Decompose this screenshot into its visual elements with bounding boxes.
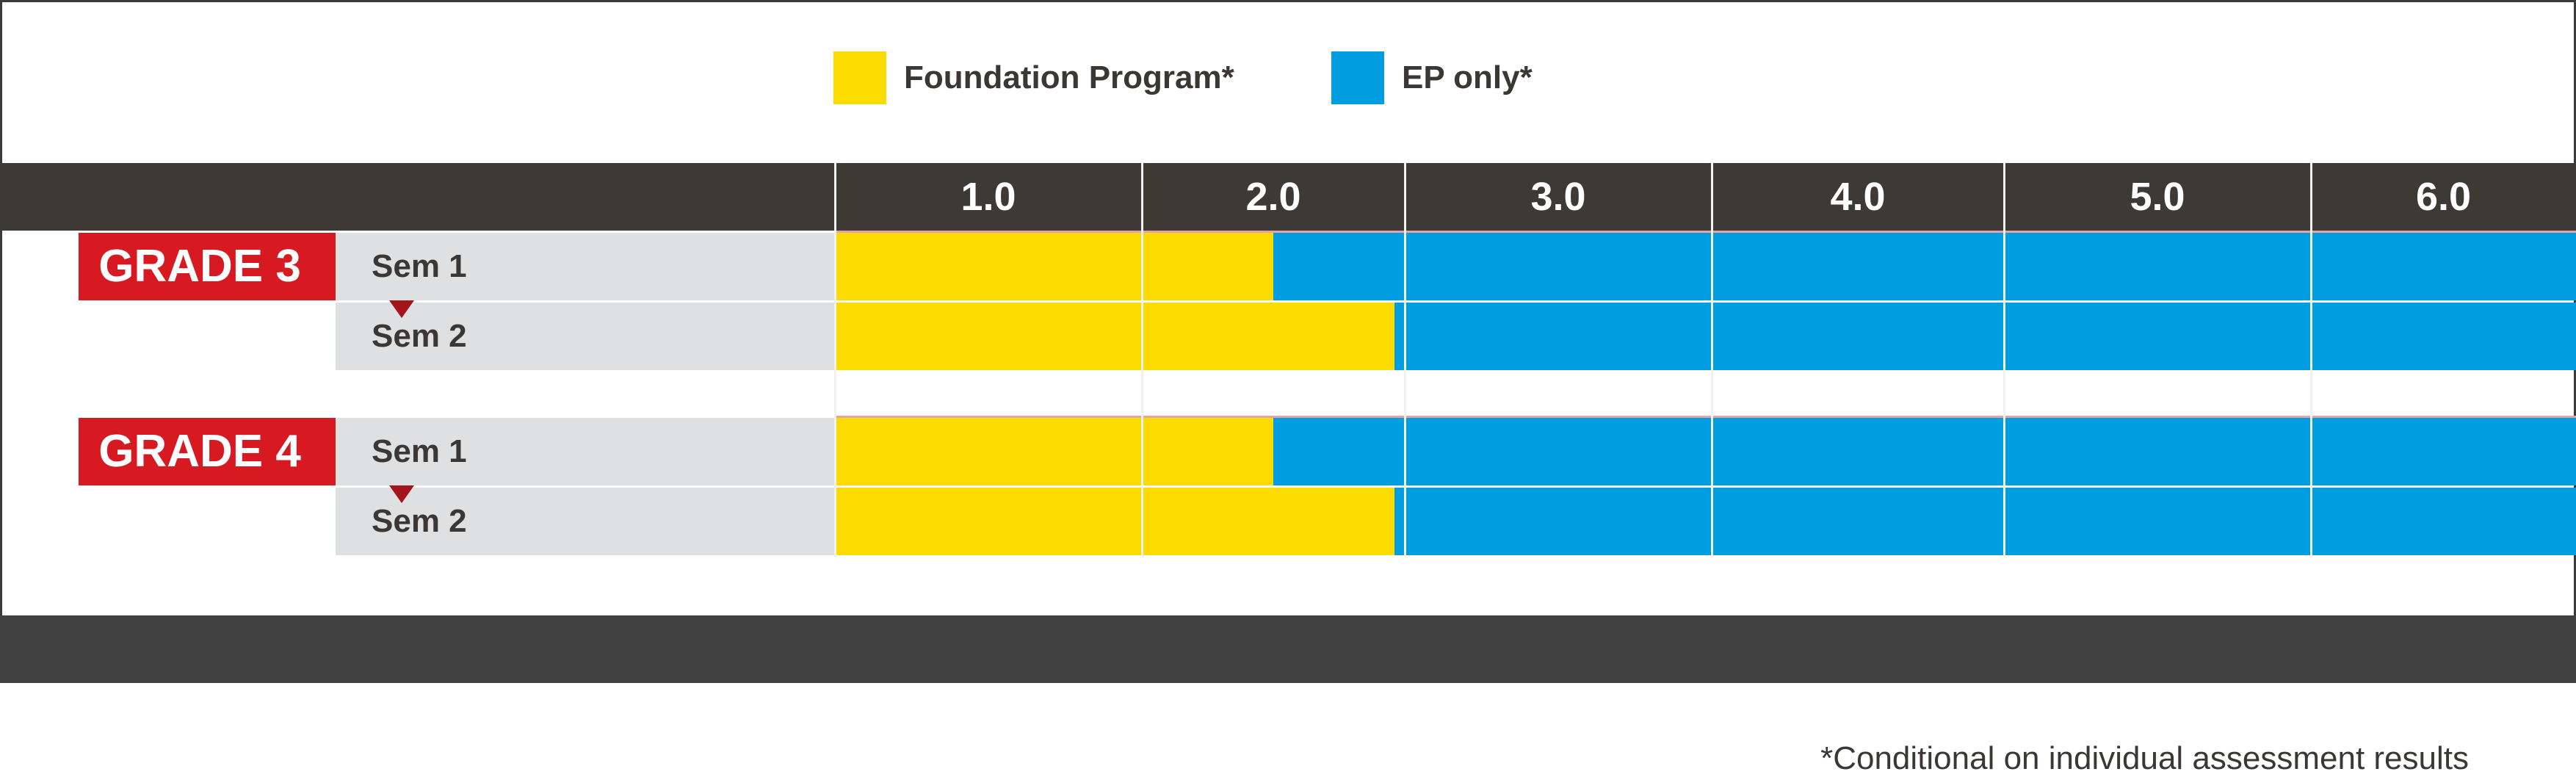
legend-label-foundation: Foundation Program* [904,59,1234,95]
legend-swatch-ep [1331,51,1384,104]
x-tick-label: 6.0 [2415,175,2472,219]
bar-foundation [835,418,1273,485]
x-tick-label: 1.0 [960,175,1016,219]
axis-header-bar [0,163,2576,231]
bar-foundation [835,303,1394,370]
row-label-cell [336,303,835,370]
grade-label: GRADE 4 [98,426,301,477]
x-tick-label: 4.0 [1830,175,1886,219]
row-label: Sem 1 [372,433,467,469]
grade-tab: GRADE 3 [79,233,414,318]
bar-ep-only [1394,488,2576,555]
row-label: Sem 1 [372,248,467,284]
x-tick-label: 3.0 [1530,175,1586,219]
x-tick-label: 2.0 [1245,175,1301,219]
grade-label: GRADE 3 [98,241,301,292]
group-top-rule [835,416,2576,418]
legend-swatch-foundation [833,51,886,104]
row-label: Sem 2 [372,318,467,354]
grid-line [1404,163,1406,557]
grade-tab: GRADE 4 [79,418,414,503]
bar-ep-only [1273,233,2576,300]
bar-ep-only [1394,303,2576,370]
row-label-cell [336,418,835,485]
bar-foundation [835,233,1273,300]
grid-line [834,163,836,557]
footer-band [0,615,2576,683]
row-label-cell [336,488,835,555]
grid-line [2310,163,2312,557]
footnote: *Conditional on individual assessment re… [1820,740,2469,776]
grid-line [1711,163,1713,557]
bar-foundation [835,488,1394,555]
row-label-cell [336,233,835,300]
grade-tab-fold [389,485,414,503]
x-tick-label: 5.0 [2130,175,2185,219]
bar-ep-only [1273,418,2576,485]
legend-label-ep: EP only* [1402,59,1533,95]
grade-tab-fold [389,300,414,318]
group-top-rule [835,231,2576,233]
grid-line [2003,163,2005,557]
row-label: Sem 2 [372,503,467,539]
grid-line [1141,163,1143,557]
